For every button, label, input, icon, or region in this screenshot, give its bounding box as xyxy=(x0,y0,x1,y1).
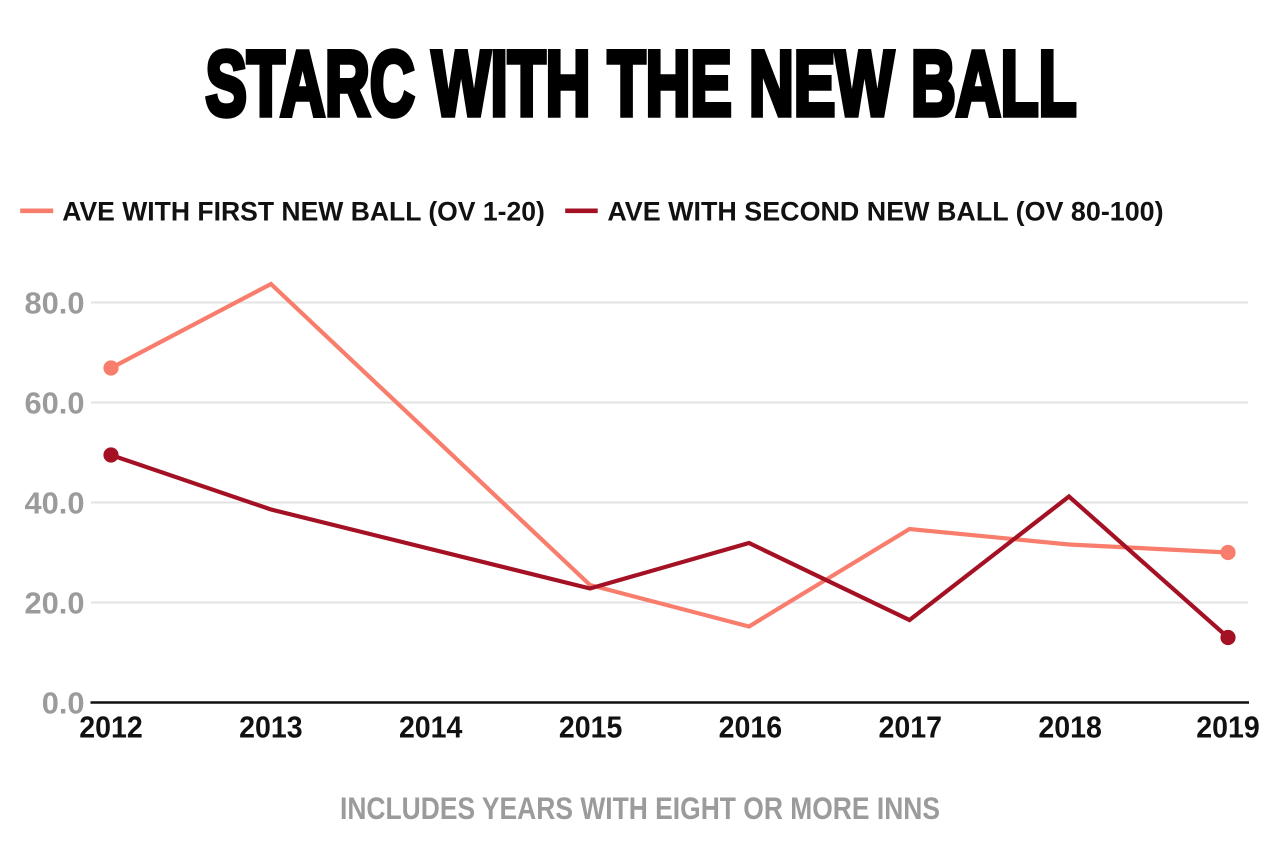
svg-text:2012: 2012 xyxy=(79,710,143,745)
svg-text:80.0: 80.0 xyxy=(25,286,85,321)
svg-text:2019: 2019 xyxy=(1196,710,1260,745)
svg-text:AVE WITH FIRST NEW BALL (OV 1-: AVE WITH FIRST NEW BALL (OV 1-20) xyxy=(62,196,545,226)
svg-text:INCLUDES YEARS WITH EIGHT OR M: INCLUDES YEARS WITH EIGHT OR MORE INNS xyxy=(340,790,940,826)
svg-text:2018: 2018 xyxy=(1038,710,1102,745)
svg-text:40.0: 40.0 xyxy=(25,486,85,521)
svg-text:STARC WITH THE NEW BALL: STARC WITH THE NEW BALL xyxy=(206,33,1077,135)
svg-text:0.0: 0.0 xyxy=(42,686,85,721)
svg-text:2016: 2016 xyxy=(719,710,783,745)
svg-text:20.0: 20.0 xyxy=(25,586,85,621)
svg-text:2013: 2013 xyxy=(239,710,303,745)
svg-text:2014: 2014 xyxy=(399,710,463,745)
svg-text:60.0: 60.0 xyxy=(25,386,85,421)
svg-text:AVE WITH SECOND NEW BALL (OV 8: AVE WITH SECOND NEW BALL (OV 80-100) xyxy=(607,196,1163,226)
svg-text:2015: 2015 xyxy=(559,710,623,745)
svg-text:2017: 2017 xyxy=(879,710,943,745)
